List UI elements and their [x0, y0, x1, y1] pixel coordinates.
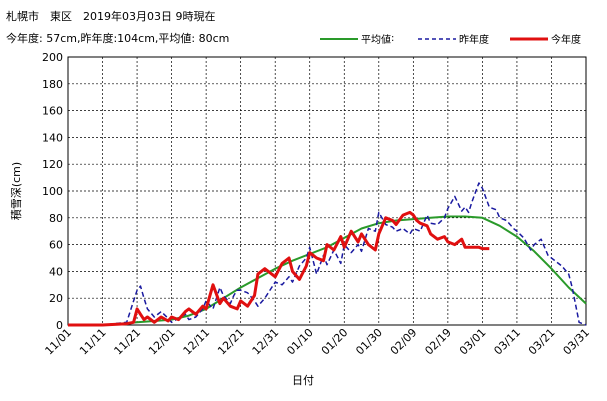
- x-tick-label: 03/21: [526, 326, 558, 358]
- x-tick-labels: 11/01 11/11 11/21 12/01 12/11 12/21 12/31 01/10…: [43, 326, 593, 358]
- y-tick-label: 40: [49, 265, 63, 278]
- x-tick-label: 02/09: [388, 326, 420, 358]
- legend-swatch-this-year: [510, 37, 548, 40]
- x-tick-label: 01/10: [284, 326, 316, 358]
- y-tick-label: 160: [42, 105, 63, 118]
- legend-label-last-year: 昨年度: [459, 35, 489, 46]
- y-tick-label: 200: [42, 51, 63, 64]
- grid: [68, 57, 586, 325]
- legend-item-last-year: 昨年度: [418, 31, 489, 46]
- legend-swatch-average: [320, 37, 358, 40]
- legend-swatch-last-year: [418, 37, 456, 40]
- x-tick-label: 03/31: [561, 326, 593, 358]
- series-this-year-line: [68, 210, 490, 327]
- series-last-year-line: [68, 182, 587, 326]
- x-tick-label: 12/11: [181, 326, 213, 358]
- legend-item-average: 平均値:: [320, 31, 394, 46]
- x-tick-label: 02/19: [422, 326, 454, 358]
- x-tick-label: 01/20: [319, 326, 351, 358]
- snow-depth-summary: 今年度: 57cm,昨年度:104cm,平均値: 80cm: [6, 32, 230, 45]
- legend-item-this-year: 今年度: [510, 31, 581, 46]
- x-tick-label: 03/01: [457, 326, 489, 358]
- y-tick-label: 120: [42, 158, 63, 171]
- series-layer: [68, 182, 587, 327]
- x-tick-label: 12/21: [215, 326, 247, 358]
- y-tick-label: 60: [49, 239, 63, 252]
- x-tick-label: 03/11: [491, 326, 523, 358]
- legend-label-this-year: 今年度: [551, 35, 581, 46]
- y-tick-label: 140: [42, 131, 63, 144]
- y-tick-label: 80: [49, 212, 63, 225]
- x-tick-label: 11/11: [77, 326, 109, 358]
- x-tick-label: 12/31: [250, 326, 282, 358]
- x-tick-label: 11/21: [112, 326, 144, 358]
- x-tick-label: 01/30: [353, 326, 385, 358]
- y-tick-label: 0: [56, 319, 63, 332]
- legend-label-average: 平均値: [361, 35, 391, 46]
- plot-frame: [67, 56, 587, 326]
- y-tick-label: 180: [42, 78, 63, 91]
- y-axis-label: 積雪深(cm): [9, 162, 23, 220]
- y-tick-label: 100: [42, 185, 63, 198]
- y-tick-labels: 0 20 40 60 80 100 120 140 160 180 200: [42, 51, 63, 332]
- x-axis-label: 日付: [292, 374, 314, 387]
- chart-title: 札幌市 東区 2019年03月03日 9時現在: [6, 10, 216, 23]
- y-tick-label: 20: [49, 292, 63, 305]
- series-average-line: [68, 215, 587, 326]
- x-tick-label: 12/01: [146, 326, 178, 358]
